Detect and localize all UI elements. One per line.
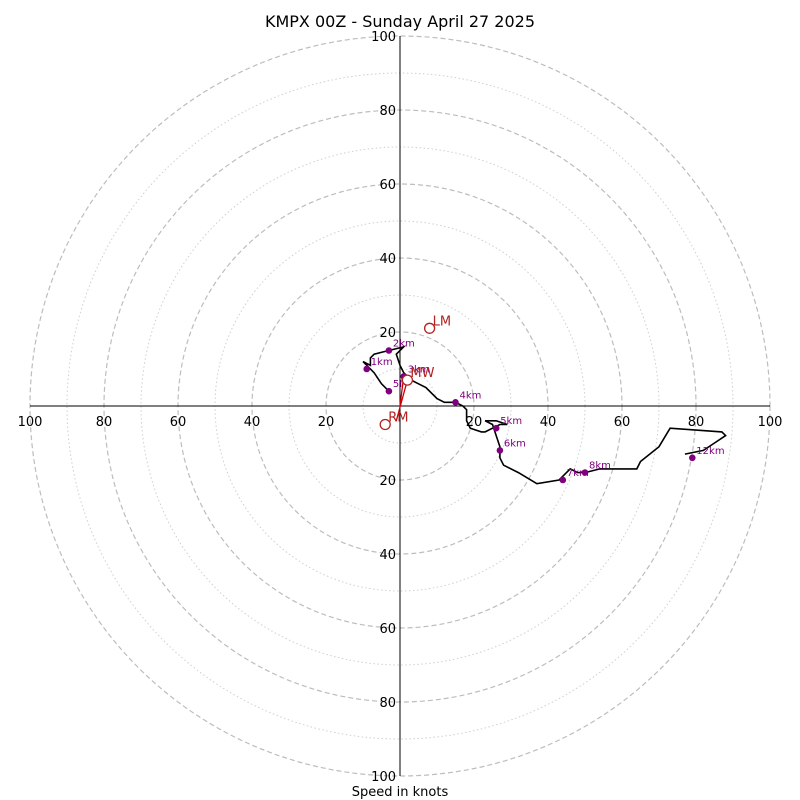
km-marker-label: 5km xyxy=(500,416,522,427)
km-marker-label: 5f xyxy=(393,379,403,390)
x-tick-label: 60 xyxy=(614,415,631,430)
km-marker xyxy=(559,476,567,484)
km-marker xyxy=(385,347,393,354)
x-tick-label: 100 xyxy=(18,415,43,430)
km-marker-label: 7km xyxy=(567,468,589,479)
storm-motion-label: RM xyxy=(388,411,408,426)
storm-motion-marker xyxy=(423,322,436,334)
x-tick-label: 40 xyxy=(244,415,261,430)
x-tick-label: 60 xyxy=(170,415,187,430)
km-marker-label: 1km xyxy=(371,357,393,368)
y-tick-label: 20 xyxy=(379,326,396,341)
x-tick-label: 20 xyxy=(318,415,335,430)
x-tick-label: 100 xyxy=(758,415,783,430)
km-marker-label: 4km xyxy=(460,390,482,401)
y-tick-label: 100 xyxy=(371,30,396,45)
y-tick-label: 40 xyxy=(379,252,396,267)
y-tick-label: 60 xyxy=(379,622,396,637)
storm-motion-marker xyxy=(401,374,414,386)
y-tick-label: 60 xyxy=(379,178,396,193)
km-marker xyxy=(385,387,393,395)
tick-labels: 100 80 60 40 20 20 40 60 80 100100806040202040608… xyxy=(18,30,783,785)
x-tick-label: 80 xyxy=(688,415,705,430)
km-marker xyxy=(689,454,696,462)
km-marker xyxy=(492,424,500,432)
km-marker-label: 3km xyxy=(408,364,430,375)
km-marker xyxy=(581,469,589,476)
y-tick-label: 40 xyxy=(379,548,396,563)
y-tick-label: 80 xyxy=(379,696,396,711)
storm-motion-label: MW xyxy=(410,366,434,381)
storm-motion-marker xyxy=(379,418,391,431)
chart-title: KMPX 00Z - Sunday April 27 2025 xyxy=(265,12,535,31)
x-axis-label: Speed in knots xyxy=(352,785,449,800)
km-marker-label: 8km xyxy=(589,461,611,472)
x-tick-label: 80 xyxy=(96,415,113,430)
km-marker-label: 2km xyxy=(393,339,415,350)
km-marker-label: 12km xyxy=(696,446,724,457)
hodograph-trace xyxy=(362,345,727,485)
y-tick-label: 20 xyxy=(379,474,396,489)
shear-vector xyxy=(395,379,409,421)
x-tick-label: 40 xyxy=(540,415,557,430)
km-marker xyxy=(363,365,371,373)
y-tick-label: 100 xyxy=(371,770,396,785)
storm-motion-label: LM xyxy=(433,314,451,329)
km-marker xyxy=(452,399,459,406)
y-tick-label: 80 xyxy=(379,104,396,119)
km-marker xyxy=(496,447,504,454)
km-marker-label: 6km xyxy=(504,438,526,449)
